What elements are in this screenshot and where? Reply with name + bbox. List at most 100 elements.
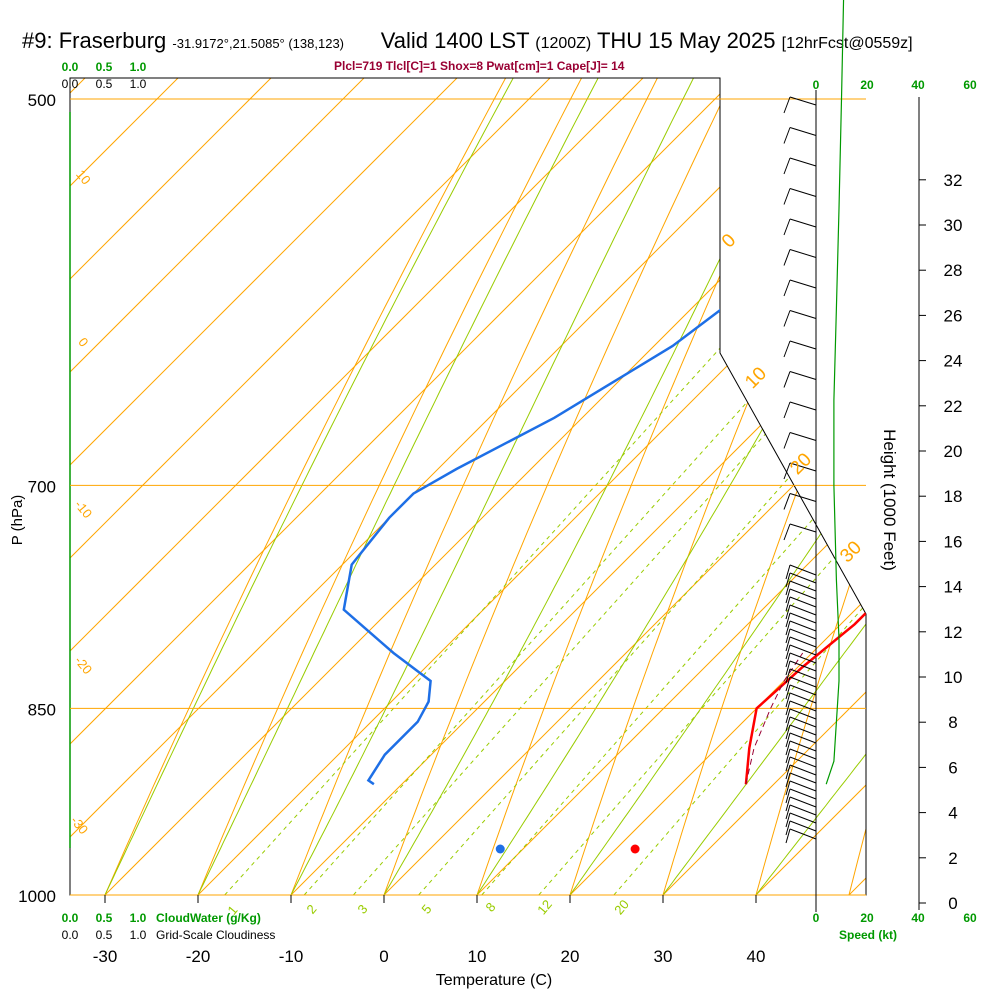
cloudiness-scale-label: 0.0 (62, 928, 79, 942)
dry-adiabat-line (834, 78, 866, 895)
wind-barb-flag (785, 700, 791, 716)
speed-tick-label-top: 20 (860, 78, 874, 92)
wind-barb (789, 620, 817, 632)
height-tick-label: 32 (944, 171, 963, 190)
wind-barb (789, 692, 817, 704)
wind-barb (789, 804, 817, 816)
isotherm-line (70, 78, 866, 895)
moist-adiabat-line (197, 78, 866, 895)
mixing-ratio-label: 2 (303, 902, 319, 917)
isotherm-line (70, 78, 866, 895)
valid-time: Valid 1400 LST (380, 28, 530, 53)
utc-time: (1200Z) (535, 35, 592, 52)
wind-barb-flag (785, 612, 791, 628)
wind-barb-flag (785, 628, 791, 644)
wind-barb (789, 580, 817, 592)
wind-barb (789, 523, 817, 533)
wind-barb-flag (785, 572, 791, 588)
wind-barb (789, 279, 817, 289)
height-tick-label: 16 (944, 532, 963, 551)
wind-barb (789, 740, 817, 752)
speed-tick-label-bottom: 20 (860, 911, 874, 925)
parcel-profile (745, 652, 804, 785)
isotherm-line (234, 78, 866, 895)
isotherm-line (70, 78, 866, 895)
cloudwater-scale-label: 1.0 (130, 911, 147, 925)
surface-dewpoint-dot (495, 844, 505, 854)
wind-barb-flag (783, 249, 791, 266)
wind-barb (789, 636, 817, 648)
wind-barb-flag (783, 279, 791, 297)
speed-tick-label-top: 60 (963, 78, 977, 92)
wind-barb (789, 796, 817, 808)
wind-barb-flag (783, 432, 791, 449)
wind-barb-flag (785, 820, 791, 836)
temperature-tick-label: 0 (379, 947, 388, 966)
mixing-ratio-label: 5 (418, 902, 434, 917)
pressure-tick-label: 700 (28, 477, 56, 496)
wind-barb (789, 700, 817, 712)
moist-adiabat-line (104, 78, 866, 895)
wind-barb-flag (785, 772, 791, 788)
wind-barb-flag (785, 716, 791, 732)
wind-barb (789, 652, 817, 664)
wind-barb (789, 401, 817, 411)
wind-barb (789, 493, 817, 502)
isotherm-line (420, 78, 866, 895)
height-tick-label: 6 (948, 758, 957, 777)
wind-barb (789, 660, 817, 672)
cloudwater-scale-label: 0.5 (96, 60, 113, 74)
wind-barb (789, 820, 817, 832)
wind-barb (789, 756, 817, 768)
dry-adiabat-line (363, 78, 866, 895)
wind-barb (789, 96, 817, 106)
isotherm-line (70, 78, 866, 895)
temperature-tick-label: -30 (93, 947, 118, 966)
wind-barb-flag (785, 756, 791, 772)
wind-barb (789, 596, 817, 608)
speed-tick-label-bottom: 60 (963, 911, 977, 925)
wind-barb (789, 628, 817, 640)
mixing-ratio-label: 3 (354, 902, 370, 917)
isotherm-line (70, 78, 866, 895)
cloudwater-scale-label: 1.0 (130, 60, 147, 74)
temperature-tick-label: 30 (654, 947, 673, 966)
speed-axis-label: Speed (kt) (839, 928, 897, 942)
isotherm-line (141, 78, 866, 895)
wind-barb (789, 612, 817, 624)
theta-label-right: 10 (741, 363, 771, 393)
cloudiness-scale-label: 0.5 (96, 928, 113, 942)
mixing-ratio-line (303, 78, 866, 895)
wind-barb (789, 462, 817, 472)
dry-adiabat-line (457, 78, 866, 895)
height-tick-label: 8 (948, 713, 957, 732)
theta-label-right: 30 (836, 537, 866, 567)
x-axis-label: Temperature (C) (436, 972, 552, 989)
wind-barb-flag (785, 676, 791, 692)
wind-barb-flag (785, 780, 791, 796)
wind-barb-flag (785, 564, 791, 580)
wind-barb (789, 676, 817, 688)
wind-barb (789, 788, 817, 800)
wind-speed-profile (825, 0, 845, 785)
temperature-profile (744, 78, 866, 785)
height-tick-label: 2 (948, 849, 957, 868)
theta-label-right: 20 (786, 449, 816, 479)
cloudiness-scale-label: 0.0 (62, 77, 79, 91)
moist-adiabat-line (290, 78, 866, 895)
wind-barb-flag (785, 812, 791, 828)
wind-barb-flag (783, 462, 791, 480)
dry-adiabat-line (930, 0, 1000, 951)
cloudwater-axis-label: CloudWater (g/Kg) (156, 911, 261, 925)
wind-barb (789, 716, 817, 728)
theta-label-right: 0 (718, 230, 740, 252)
isotherm-line (70, 78, 866, 895)
height-tick-label: 22 (944, 397, 963, 416)
wind-barb-flag (785, 636, 791, 652)
moist-adiabat-line (383, 78, 866, 895)
moist-adiabat-line (662, 78, 866, 895)
wind-barb-flag (785, 596, 791, 612)
height-tick-label: 20 (944, 442, 963, 461)
